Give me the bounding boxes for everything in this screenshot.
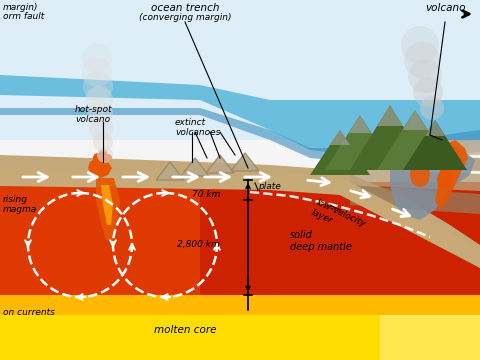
- Polygon shape: [0, 295, 480, 315]
- Polygon shape: [403, 120, 467, 170]
- Ellipse shape: [410, 163, 430, 187]
- Polygon shape: [231, 153, 259, 171]
- Text: plate: plate: [258, 182, 281, 191]
- Polygon shape: [0, 168, 480, 268]
- Text: margin): margin): [3, 3, 38, 12]
- Polygon shape: [350, 155, 480, 171]
- Polygon shape: [377, 110, 453, 170]
- Polygon shape: [350, 105, 430, 170]
- Polygon shape: [88, 155, 112, 178]
- Polygon shape: [390, 140, 475, 220]
- Text: extinct
volcanoes: extinct volcanoes: [175, 118, 220, 138]
- Text: 70 km: 70 km: [192, 190, 220, 199]
- Polygon shape: [0, 182, 480, 310]
- Circle shape: [85, 86, 113, 114]
- Circle shape: [420, 96, 444, 120]
- Polygon shape: [0, 75, 480, 155]
- Ellipse shape: [437, 170, 453, 190]
- Text: 2,800 km: 2,800 km: [177, 240, 220, 249]
- Text: (converging margin): (converging margin): [139, 13, 231, 22]
- Circle shape: [401, 26, 439, 64]
- Circle shape: [83, 71, 113, 101]
- Polygon shape: [181, 158, 209, 176]
- Polygon shape: [377, 105, 403, 126]
- Polygon shape: [330, 130, 350, 145]
- Polygon shape: [310, 130, 370, 175]
- Polygon shape: [0, 295, 480, 360]
- Polygon shape: [0, 185, 200, 310]
- Polygon shape: [350, 168, 480, 191]
- Polygon shape: [350, 140, 480, 155]
- Circle shape: [93, 132, 113, 152]
- Text: volcano: volcano: [425, 3, 465, 13]
- Polygon shape: [325, 115, 395, 170]
- Text: rising
magma: rising magma: [3, 195, 37, 215]
- Polygon shape: [340, 177, 480, 268]
- Circle shape: [82, 43, 112, 73]
- Polygon shape: [349, 115, 371, 133]
- Circle shape: [404, 42, 440, 78]
- Circle shape: [413, 77, 443, 107]
- Polygon shape: [101, 185, 113, 225]
- Circle shape: [104, 154, 112, 162]
- Polygon shape: [0, 155, 480, 260]
- Text: hot-spot
volcano: hot-spot volcano: [75, 105, 112, 125]
- Circle shape: [87, 101, 113, 127]
- Circle shape: [99, 149, 107, 157]
- Ellipse shape: [423, 145, 447, 165]
- Polygon shape: [96, 178, 120, 240]
- Text: solid
deep mantle: solid deep mantle: [290, 230, 352, 252]
- Polygon shape: [435, 140, 468, 210]
- Polygon shape: [206, 155, 234, 173]
- Text: on currents: on currents: [3, 308, 55, 317]
- Polygon shape: [0, 0, 480, 30]
- Circle shape: [97, 147, 113, 163]
- Polygon shape: [380, 315, 480, 360]
- Polygon shape: [425, 120, 445, 136]
- Text: ocean trench: ocean trench: [151, 3, 219, 13]
- Polygon shape: [156, 162, 184, 180]
- Polygon shape: [350, 185, 480, 214]
- Polygon shape: [0, 108, 480, 162]
- Text: low-velocity
layer: low-velocity layer: [310, 198, 367, 238]
- Circle shape: [82, 57, 112, 87]
- Circle shape: [89, 116, 113, 140]
- Text: orm fault: orm fault: [3, 12, 44, 21]
- Circle shape: [93, 153, 103, 163]
- Circle shape: [408, 59, 442, 93]
- Polygon shape: [403, 110, 427, 130]
- Polygon shape: [0, 0, 480, 140]
- Text: molten core: molten core: [154, 325, 216, 335]
